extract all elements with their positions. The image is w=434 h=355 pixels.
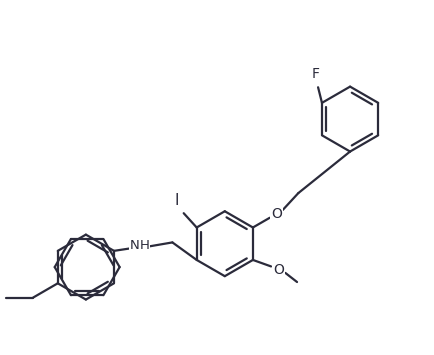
Text: O: O [273,263,284,277]
Text: N: N [130,239,140,251]
Text: H: H [140,239,149,251]
Text: I: I [175,193,179,208]
Text: O: O [271,207,282,221]
Text: F: F [312,67,319,81]
